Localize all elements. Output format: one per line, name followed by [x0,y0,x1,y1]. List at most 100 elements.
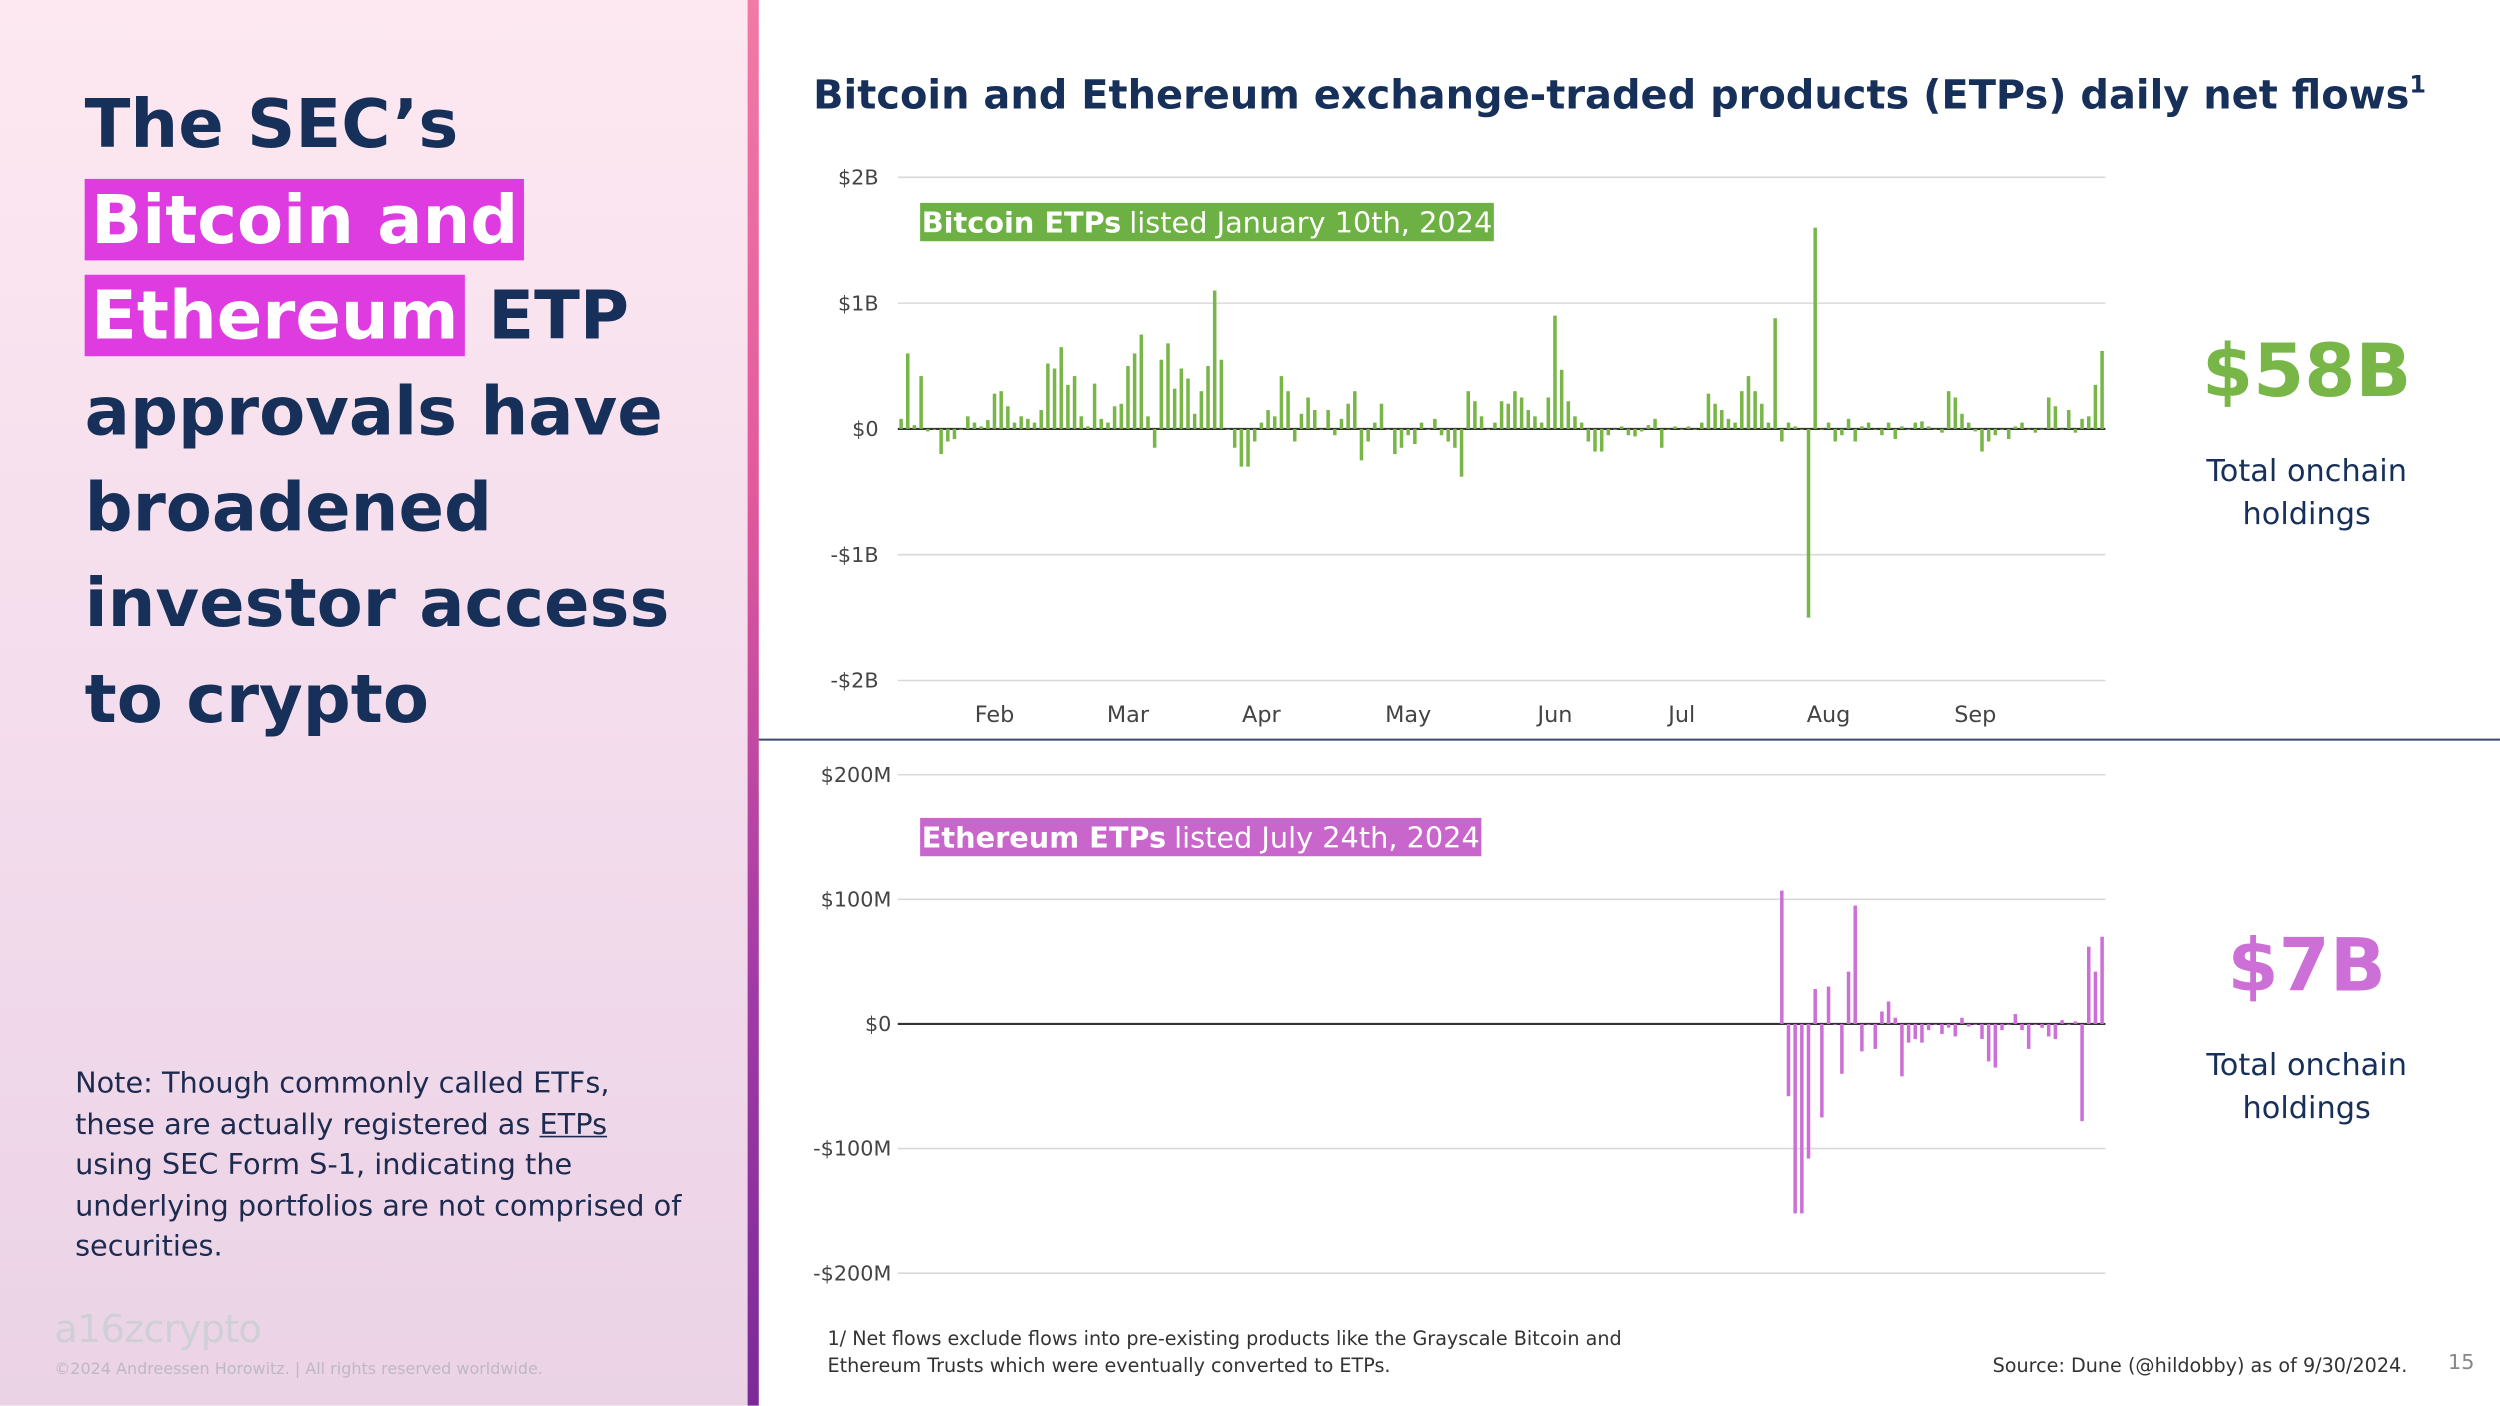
x-tick-label: Apr [1242,702,1281,728]
bar [1700,422,1704,429]
bar [1953,1023,1958,1037]
bar [2006,428,2011,439]
bar [2060,1020,2064,1024]
bar [1986,428,1991,442]
bar [1800,1023,1804,1214]
bar [1986,1023,1991,1062]
bar [1226,428,1230,430]
bar [1793,1023,1797,1214]
x-tick-label: Jul [1666,702,1695,728]
bar [1159,359,1164,429]
accent-stripe [747,0,759,1406]
bar [2006,1023,2011,1025]
bar [1746,376,1751,429]
bar [1813,227,1817,429]
bar [1206,366,1210,429]
bar [966,416,970,429]
bar [1893,1017,1898,1024]
bar [2020,422,2024,429]
bar [926,428,930,432]
bar [1993,1023,1998,1068]
bar [1072,376,1077,429]
bar [1933,428,1938,430]
bar [1606,428,1611,436]
bar [1946,391,1951,429]
bar [1032,422,1037,429]
annotation-box [920,202,1494,242]
bar [1119,403,1124,429]
bar [1846,971,1851,1024]
bar [2100,350,2104,429]
bar [1920,1023,1924,1043]
bar [1786,1023,1791,1097]
bar [1526,410,1531,429]
bar [1893,428,1898,439]
bar [1813,989,1817,1024]
bar [1039,410,1043,429]
annotation-text: listed July 24th, 2024 [1174,820,1480,854]
bar [1212,290,1217,429]
y-tick-label: $2B [838,166,879,190]
bar [1553,315,1557,429]
bar [1933,1023,1938,1025]
bar [1866,422,1871,429]
bar [1720,410,1724,429]
bar [1793,426,1797,429]
bar [1966,422,1971,429]
bar [1826,422,1831,429]
bar [1973,428,1978,432]
bar [1806,428,1811,618]
bar [1019,416,1023,429]
bar [1713,403,1717,429]
bar [1706,393,1711,429]
bar [2053,1023,2058,1039]
bar [1086,426,1090,429]
y-tick-label: $200M [821,763,892,787]
bar [1319,428,1324,430]
bar [2100,936,2104,1024]
bar [1880,1011,1884,1024]
footnote: 1/ Net flows exclude flows into pre-exis… [827,1327,1622,1377]
bar [1966,1023,1971,1027]
bar [1079,416,1084,429]
bar [2040,428,2044,430]
bar [912,425,917,429]
note-text: using SEC Form S-1, indicating the under… [75,1148,682,1264]
bar [1886,1001,1891,1024]
bar [1613,428,1617,430]
bar [1973,1023,1978,1025]
bar [1566,401,1571,429]
x-tick-label: Mar [1107,702,1150,728]
note: Note: Though commonly called ETFs, these… [75,1064,690,1268]
bar [2033,1023,2038,1025]
bar [1393,428,1397,455]
bar [1132,353,1137,429]
stat: $58B Total onchain holdings [2147,326,2466,537]
bar [1419,422,1424,429]
bar [1246,428,1250,467]
heading: The SEC’s Bitcoin and Ethereum ETP appro… [84,77,724,748]
bar [1252,428,1257,442]
bar [986,420,990,429]
bar [906,353,910,429]
bar [1946,1023,1951,1028]
bar [1313,410,1317,429]
bar [1866,1023,1871,1025]
bar [1820,1023,1824,1118]
bar [1466,391,1470,429]
bar [1326,410,1330,429]
bar [1800,428,1804,430]
bar [1446,428,1450,442]
y-tick-label: $0 [852,417,878,441]
bar [2080,1023,2084,1122]
bar [2066,1023,2071,1025]
bar [1733,422,1737,429]
x-tick-label: Jun [1536,702,1573,728]
bar [1333,428,1337,436]
bar [992,393,997,429]
bar [1219,359,1224,429]
bar [1292,428,1297,442]
y-tick-label: $100M [821,888,892,912]
